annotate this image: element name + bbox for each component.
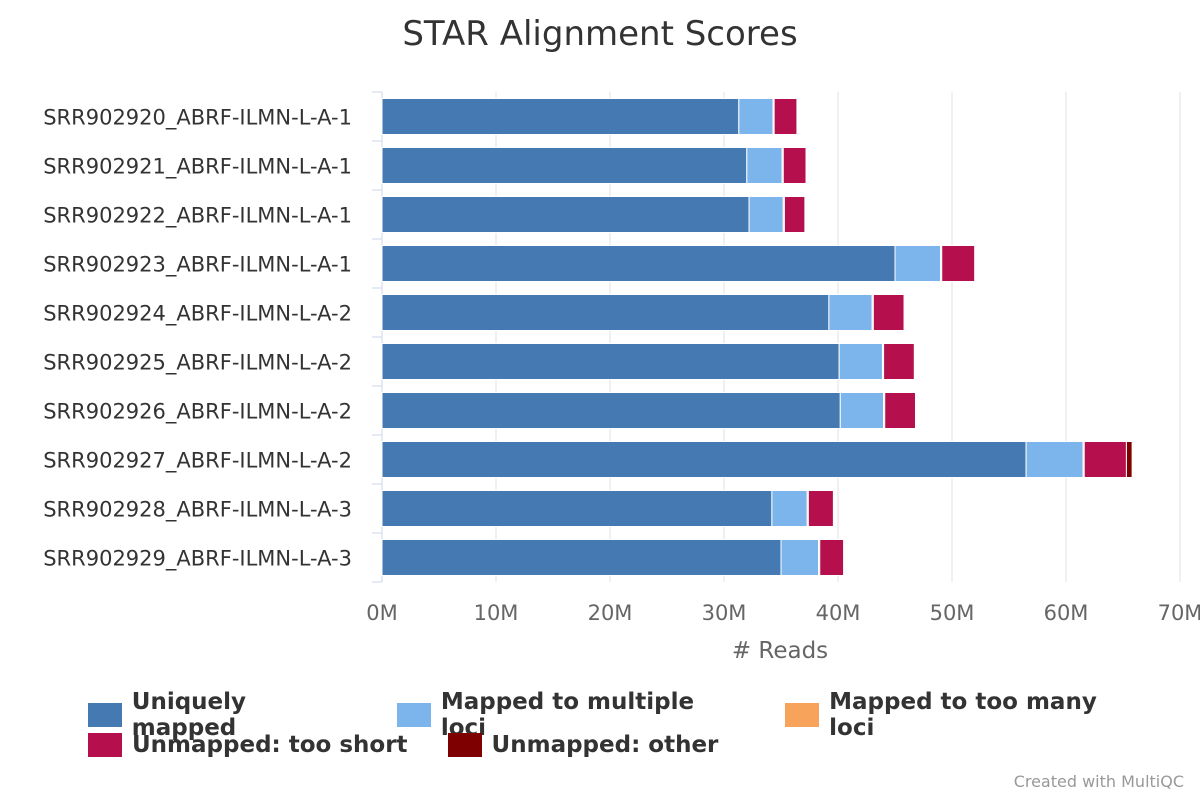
- legend-swatch: [447, 733, 482, 757]
- bar-segment-1[interactable]: [381, 490, 773, 527]
- bar-segment-1[interactable]: [381, 392, 841, 429]
- legend-label: Unmapped: other: [491, 732, 719, 758]
- legend-row-2: Unmapped: too short Unmapped: other: [88, 730, 1188, 760]
- credit-text[interactable]: Created with MultiQC: [1013, 772, 1184, 791]
- bar-segment-5[interactable]: [1125, 441, 1133, 478]
- bar-segment-1[interactable]: [381, 245, 896, 282]
- category-label: SRR902925_ABRF-ILMN-L-A-2: [43, 351, 352, 376]
- legend-label: Mapped to too many loci: [829, 689, 1097, 741]
- legend-swatch: [88, 733, 122, 757]
- x-axis-title: # Reads: [732, 638, 828, 664]
- bar-segment-4[interactable]: [783, 196, 806, 233]
- bar-segment-4[interactable]: [1083, 441, 1127, 478]
- bar-segment-1[interactable]: [381, 441, 1027, 478]
- bar-segment-4[interactable]: [884, 392, 917, 429]
- bar-segment-2[interactable]: [894, 245, 942, 282]
- bar-segment-5[interactable]: [913, 343, 916, 380]
- stacked-bar-chart: SRR902920_ABRF-ILMN-L-A-1 SRR902921_ABRF-…: [43, 91, 1200, 664]
- category-label: SRR902924_ABRF-ILMN-L-A-2: [43, 302, 352, 327]
- x-tick-label: 20M: [588, 601, 633, 625]
- x-tick-label: 70M: [1158, 601, 1200, 625]
- bar-segment-5[interactable]: [804, 196, 807, 233]
- legend-item[interactable]: Mapped to too many loci: [785, 689, 1148, 741]
- bar-segment-5[interactable]: [915, 392, 917, 429]
- category-label: SRR902922_ABRF-ILMN-L-A-1: [43, 204, 352, 229]
- bar-segment-4[interactable]: [819, 539, 845, 576]
- bar-segment-1[interactable]: [381, 98, 740, 135]
- legend-label: Uniquely mapped: [131, 689, 247, 741]
- bar-segment-2[interactable]: [746, 147, 783, 184]
- category-label: SRR902921_ABRF-ILMN-L-A-1: [43, 155, 352, 180]
- bar-segment-5[interactable]: [832, 490, 835, 527]
- category-label: SRR902927_ABRF-ILMN-L-A-2: [43, 449, 352, 474]
- bar-segment-1[interactable]: [381, 147, 748, 184]
- bar-segment-5[interactable]: [805, 147, 808, 184]
- legend-swatch: [397, 703, 431, 727]
- bar-segment-2[interactable]: [738, 98, 774, 135]
- chart-title: STAR Alignment Scores: [402, 14, 798, 54]
- bar-segment-1[interactable]: [381, 343, 840, 380]
- category-labels: SRR902920_ABRF-ILMN-L-A-1 SRR902921_ABRF-…: [43, 106, 352, 572]
- bar-segment-2[interactable]: [828, 294, 873, 331]
- category-label: SRR902923_ABRF-ILMN-L-A-1: [43, 253, 352, 278]
- bar-segment-2[interactable]: [838, 343, 883, 380]
- bar-segment-4[interactable]: [807, 490, 834, 527]
- bar-segment-4[interactable]: [872, 294, 905, 331]
- bar-segment-4[interactable]: [773, 98, 798, 135]
- bar-segment-2[interactable]: [748, 196, 784, 233]
- legend-row-1: Uniquely mapped Mapped to multiple loci Ma…: [88, 689, 1188, 741]
- bar-segment-5[interactable]: [903, 294, 906, 331]
- x-axis: 0M 10M 20M 30M 40M 50M 60M 70M: [366, 601, 1200, 625]
- legend-item[interactable]: Unmapped: other: [447, 732, 719, 758]
- bars-group: [381, 98, 1133, 576]
- bar-segment-1[interactable]: [381, 196, 750, 233]
- bar-segment-4[interactable]: [782, 147, 807, 184]
- category-label: SRR902920_ABRF-ILMN-L-A-1: [43, 106, 352, 131]
- bar-segment-1[interactable]: [381, 539, 782, 576]
- bar-segment-2[interactable]: [780, 539, 820, 576]
- bar-segment-4[interactable]: [883, 343, 915, 380]
- category-label: SRR902928_ABRF-ILMN-L-A-3: [43, 498, 352, 523]
- legend: Uniquely mapped Mapped to multiple loci Ma…: [88, 689, 1188, 760]
- legend-item[interactable]: Uniquely mapped: [88, 689, 357, 741]
- legend-item[interactable]: Mapped to multiple loci: [397, 689, 745, 741]
- x-tick-label: 60M: [1044, 601, 1089, 625]
- legend-label: Mapped to multiple loci: [440, 689, 695, 741]
- x-tick-label: 0M: [366, 601, 397, 625]
- bar-segment-2[interactable]: [839, 392, 885, 429]
- legend-label: Unmapped: too short: [132, 732, 408, 758]
- x-tick-label: 50M: [930, 601, 975, 625]
- category-label: SRR902926_ABRF-ILMN-L-A-2: [43, 400, 352, 425]
- x-tick-label: 40M: [816, 601, 861, 625]
- x-tick-label: 30M: [702, 601, 747, 625]
- bar-segment-2[interactable]: [771, 490, 808, 527]
- bar-segment-1[interactable]: [381, 294, 830, 331]
- x-tick-label: 10M: [474, 601, 519, 625]
- legend-swatch: [785, 703, 820, 727]
- legend-item[interactable]: Unmapped: too short: [88, 732, 408, 758]
- bar-segment-5[interactable]: [796, 98, 799, 135]
- legend-swatch: [88, 703, 122, 727]
- bar-segment-4[interactable]: [941, 245, 976, 282]
- bar-segment-5[interactable]: [843, 539, 845, 576]
- category-label: SRR902929_ABRF-ILMN-L-A-3: [43, 547, 352, 572]
- bar-segment-2[interactable]: [1025, 441, 1084, 478]
- bar-segment-5[interactable]: [974, 245, 976, 282]
